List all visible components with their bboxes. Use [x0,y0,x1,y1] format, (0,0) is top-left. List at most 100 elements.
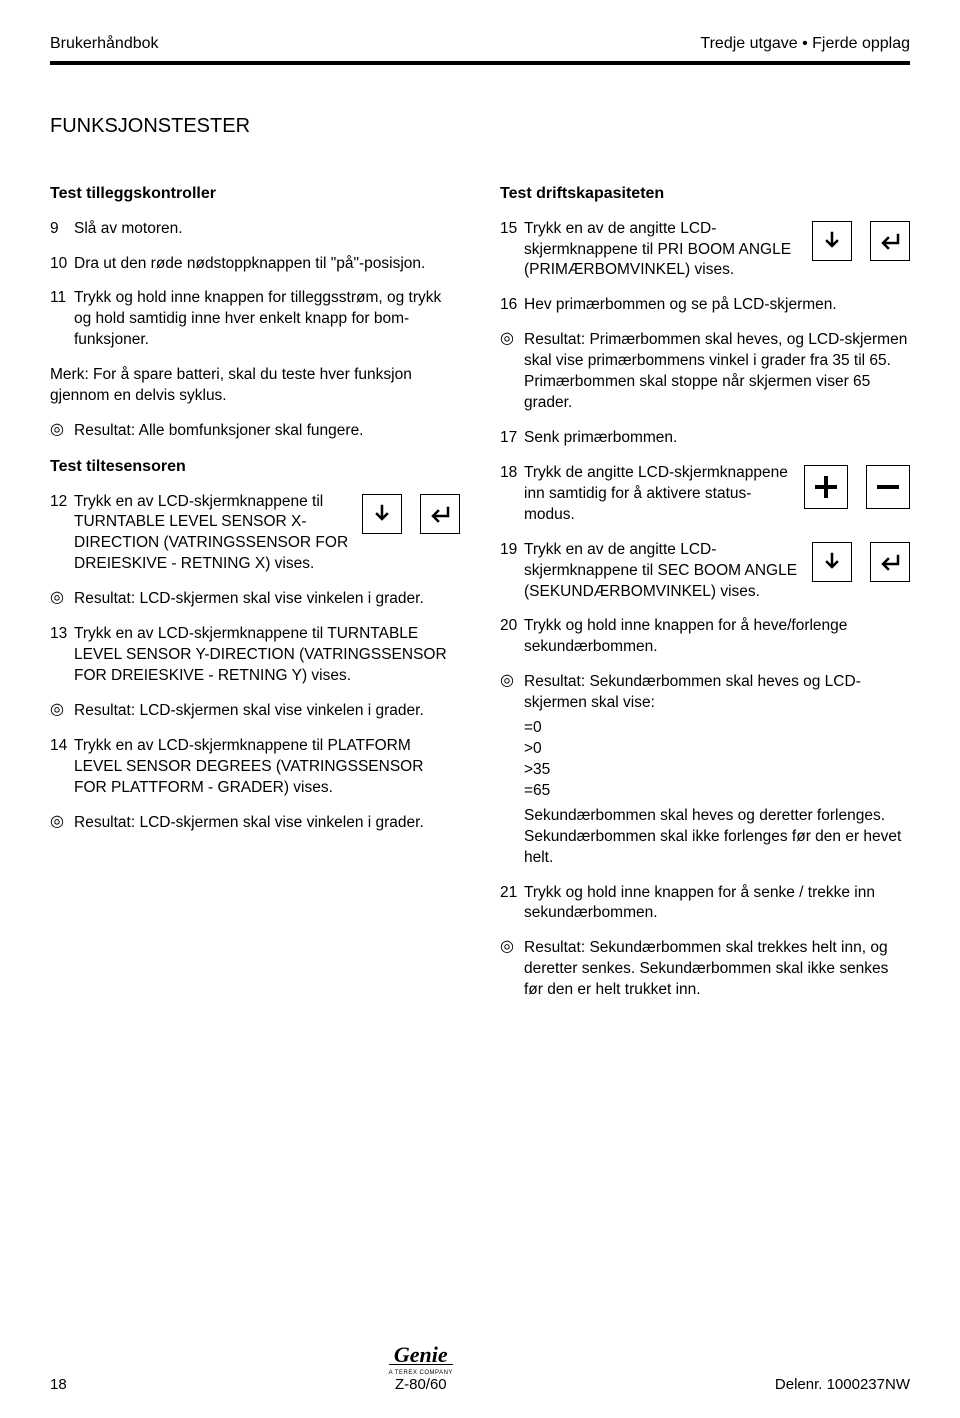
result-text: Resultat: Primærbommen skal heves, og LC… [524,330,910,414]
content-columns: Test tilleggskontroller 9 Slå av motoren… [50,183,910,1015]
header-left: Brukerhåndbok [50,35,159,53]
step-text: Trykk en av LCD-skjermknappene til TURNT… [74,624,460,687]
result: ◎ Resultat: Sekundærbommen skal heves og… [500,672,910,868]
step-text: Hev primærbommen og se på LCD-skjermen. [524,295,910,316]
step-10: 10 Dra ut den røde nødstoppknappen til "… [50,254,460,275]
step-number: 10 [50,254,74,275]
footer-center: Genie A TEREX COMPANY Z-80/60 [389,1346,453,1393]
result-values: =0 >0 >35 =65 [524,718,910,802]
step-number: 16 [500,295,524,316]
step-body: Trykk en av LCD-skjermknappene til TURNT… [74,492,460,576]
result-value: =0 [524,718,910,739]
minus-icon [866,465,910,509]
page-footer: 18 Genie A TEREX COMPANY Z-80/60 Delenr.… [50,1346,910,1393]
result-text: Resultat: Sekundærbommen skal heves og L… [524,672,910,714]
right-column: Test driftskapasiteten 15 Trykk en av de… [500,183,910,1015]
step-number: 21 [500,883,524,925]
brand-logo: Genie [389,1346,453,1364]
plus-icon [804,465,848,509]
result-marker-icon: ◎ [50,813,74,834]
header-divider [50,61,910,65]
section-heading: Test tilleggskontroller [50,183,460,205]
step-number: 12 [50,492,74,576]
step-14: 14 Trykk en av LCD-skjermknappene til PL… [50,736,460,799]
result-value: >35 [524,760,910,781]
step-21: 21 Trykk og hold inne knappen for å senk… [500,883,910,925]
result: ◎ Resultat: Alle bomfunksjoner skal fung… [50,421,460,442]
model-number: Z-80/60 [389,1376,453,1393]
step-text: Trykk og hold inne knappen for å heve/fo… [524,616,910,658]
result-marker-icon: ◎ [50,421,74,442]
result-body: Resultat: Sekundærbommen skal heves og L… [524,672,910,868]
step-number: 9 [50,219,74,240]
result: ◎ Resultat: Primærbommen skal heves, og … [500,330,910,414]
step-9: 9 Slå av motoren. [50,219,460,240]
down-arrow-icon [812,221,852,261]
note: Merk: For å spare batteri, skal du teste… [50,365,460,407]
step-text: Trykk de angitte LCD-skjermknappene inn … [524,463,792,526]
result-marker-icon: ◎ [500,330,524,414]
page-number: 18 [50,1376,67,1393]
section-heading: Test driftskapasiteten [500,183,910,205]
step-19: 19 Trykk en av de angitte LCD-skjermknap… [500,540,910,603]
step-15: 15 Trykk en av de angitte LCD-skjermknap… [500,219,910,282]
enter-arrow-icon [870,542,910,582]
result-text: Resultat: Alle bomfunksjoner skal funger… [74,421,460,442]
step-18: 18 Trykk de angitte LCD-skjermknappene i… [500,463,910,526]
step-number: 14 [50,736,74,799]
icon-pair [804,465,910,509]
enter-arrow-icon [870,221,910,261]
result-text: Sekundærbommen skal heves og deretter fo… [524,806,910,869]
result: ◎ Resultat: LCD-skjermen skal vise vinke… [50,813,460,834]
left-column: Test tilleggskontroller 9 Slå av motoren… [50,183,460,1015]
down-arrow-icon [812,542,852,582]
step-number: 15 [500,219,524,282]
icon-pair [812,542,910,582]
result-value: =65 [524,781,910,802]
step-20: 20 Trykk og hold inne knappen for å heve… [500,616,910,658]
enter-arrow-icon [420,494,460,534]
result-marker-icon: ◎ [50,701,74,722]
result: ◎ Resultat: LCD-skjermen skal vise vinke… [50,701,460,722]
footer-row: 18 Genie A TEREX COMPANY Z-80/60 Delenr.… [50,1346,910,1393]
result: ◎ Resultat: LCD-skjermen skal vise vinke… [50,589,460,610]
part-number: Delenr. 1000237NW [775,1376,910,1393]
step-12: 12 Trykk en av LCD-skjermknappene til TU… [50,492,460,576]
icon-pair [362,494,460,534]
step-body: Trykk en av de angitte LCD-skjermknappen… [524,540,910,603]
result-text: Resultat: LCD-skjermen skal vise vinkele… [74,701,460,722]
step-number: 13 [50,624,74,687]
step-body: Trykk en av de angitte LCD-skjermknappen… [524,219,910,282]
step-text: Trykk en av LCD-skjermknappene til PLATF… [74,736,460,799]
result-marker-icon: ◎ [500,938,524,1001]
result-marker-icon: ◎ [50,589,74,610]
result-text: Resultat: LCD-skjermen skal vise vinkele… [74,589,460,610]
step-text: Trykk og hold inne knappen for tilleggss… [74,288,460,351]
result-text: Resultat: LCD-skjermen skal vise vinkele… [74,813,460,834]
step-text: Trykk og hold inne knappen for å senke /… [524,883,910,925]
step-text: Trykk en av LCD-skjermknappene til TURNT… [74,492,350,576]
step-number: 19 [500,540,524,603]
step-16: 16 Hev primærbommen og se på LCD-skjerme… [500,295,910,316]
down-arrow-icon [362,494,402,534]
page-title: FUNKSJONSTESTER [50,115,910,138]
step-text: Dra ut den røde nødstoppknappen til "på"… [74,254,460,275]
icon-pair [812,221,910,261]
step-body: Trykk de angitte LCD-skjermknappene inn … [524,463,910,526]
step-number: 20 [500,616,524,658]
step-number: 11 [50,288,74,351]
step-text: Senk primærbommen. [524,428,910,449]
step-17: 17 Senk primærbommen. [500,428,910,449]
result-value: >0 [524,739,910,760]
header-right: Tredje utgave • Fjerde opplag [700,35,910,53]
step-text: Trykk en av de angitte LCD-skjermknappen… [524,219,800,282]
step-11: 11 Trykk og hold inne knappen for tilleg… [50,288,460,351]
section-heading: Test tiltesensoren [50,456,460,478]
step-13: 13 Trykk en av LCD-skjermknappene til TU… [50,624,460,687]
step-number: 18 [500,463,524,526]
result-text: Resultat: Sekundærbommen skal trekkes he… [524,938,910,1001]
step-number: 17 [500,428,524,449]
step-text: Slå av motoren. [74,219,460,240]
step-text: Trykk en av de angitte LCD-skjermknappen… [524,540,800,603]
page-header: Brukerhåndbok Tredje utgave • Fjerde opp… [50,35,910,53]
